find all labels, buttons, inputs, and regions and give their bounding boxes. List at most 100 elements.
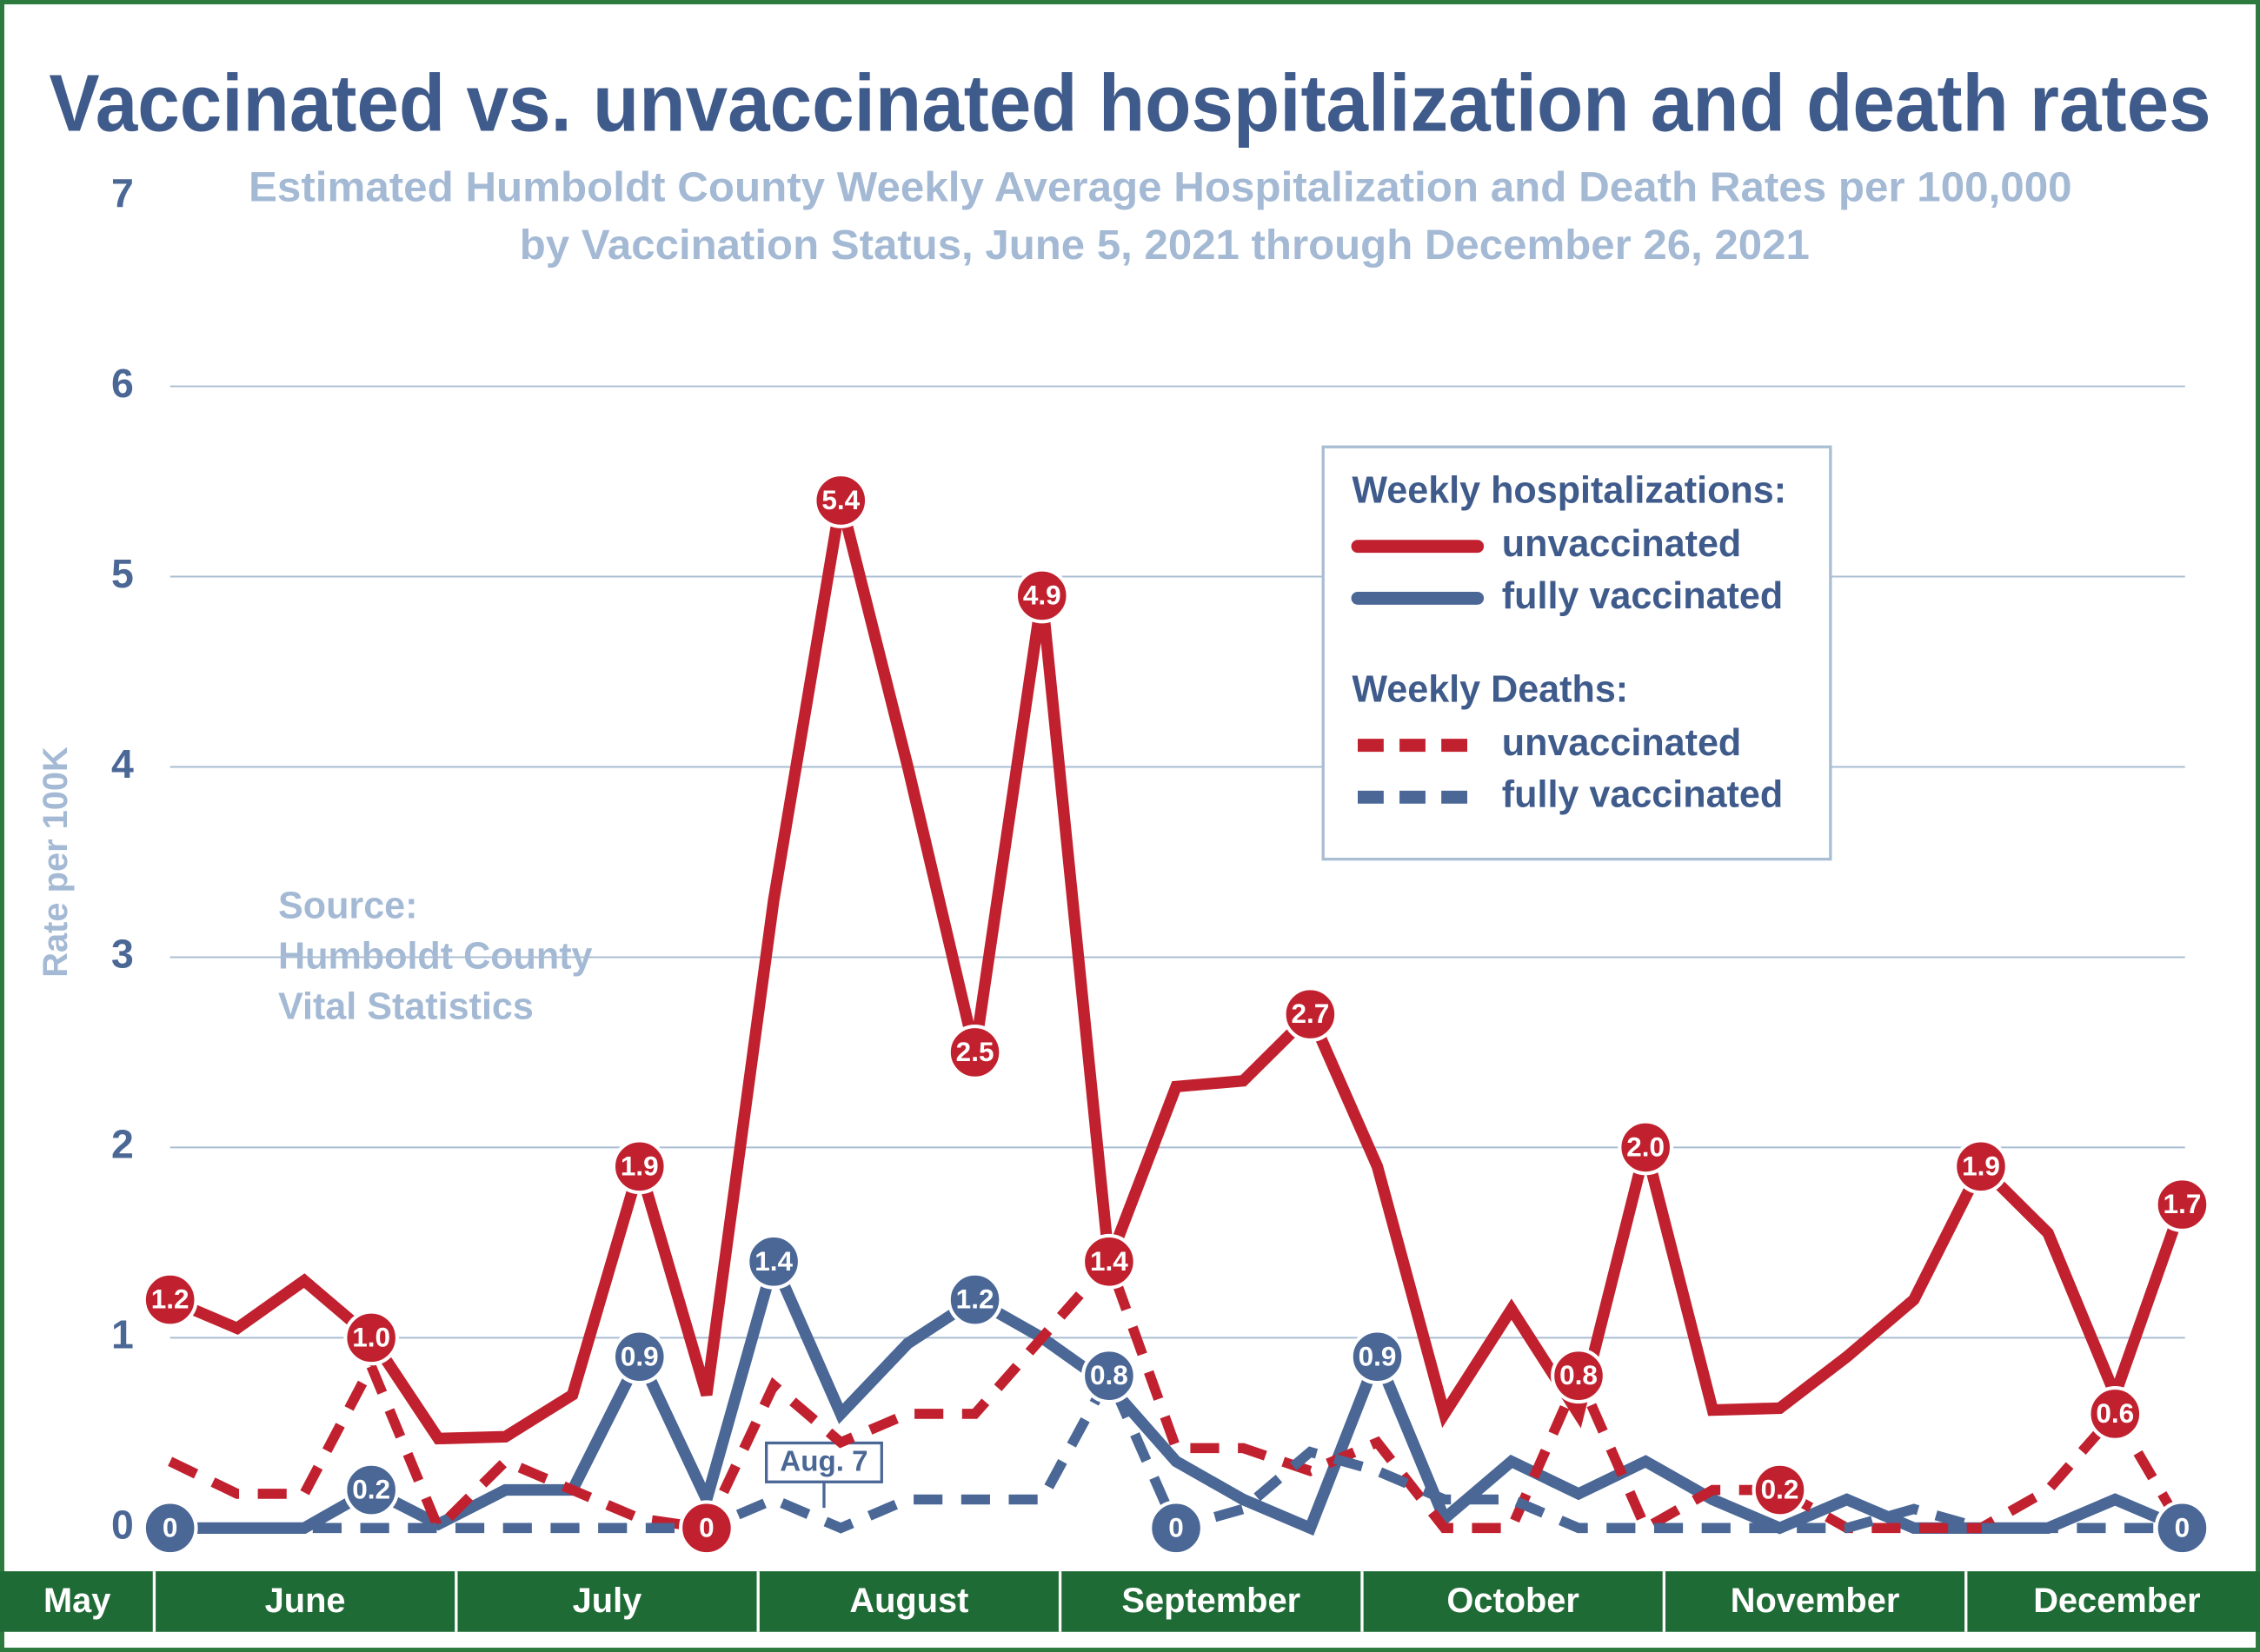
y-tick-label: 0 <box>111 1503 134 1548</box>
data-label: 2.5 <box>956 1036 994 1067</box>
legend-label: fully vaccinated <box>1502 575 1783 617</box>
point-label: 0.2 <box>343 1462 400 1518</box>
x-axis-band <box>0 1571 2260 1632</box>
data-label: 0.9 <box>1359 1340 1397 1371</box>
data-label: 1.9 <box>621 1150 659 1181</box>
data-label: 1.2 <box>956 1284 994 1315</box>
point-marker <box>947 1271 1003 1328</box>
data-label: 5.4 <box>821 484 860 515</box>
data-label: 0 <box>699 1511 715 1543</box>
point-label: 5.4 <box>813 473 869 528</box>
data-label: 0.2 <box>352 1474 390 1505</box>
data-label: 0.2 <box>1761 1474 1799 1505</box>
point-marker <box>1953 1138 2009 1195</box>
x-tick-label: October <box>1446 1582 1579 1620</box>
point-label: 1.2 <box>947 1271 1003 1328</box>
point-label: 0.9 <box>611 1329 668 1385</box>
data-label: 0.8 <box>1559 1359 1598 1390</box>
annotation: Aug. 7 <box>780 1445 867 1477</box>
point-label: 0.8 <box>1080 1348 1137 1404</box>
y-tick-label: 7 <box>111 170 134 216</box>
point-marker <box>1148 1500 1204 1556</box>
data-label: 4.9 <box>1023 579 1061 610</box>
chart-title: Vaccinated vs. unvaccinated hospitalizat… <box>49 58 2210 149</box>
point-marker <box>1551 1348 1606 1404</box>
point-label: 1.4 <box>746 1233 802 1290</box>
legend-label: unvaccinated <box>1502 523 1741 565</box>
point-marker <box>1752 1462 1808 1518</box>
y-tick-label: 1 <box>111 1312 134 1357</box>
point-label: 1.2 <box>142 1271 198 1328</box>
point-marker <box>947 1025 1003 1080</box>
data-label: 1.4 <box>1090 1245 1128 1277</box>
point-marker <box>343 1310 400 1366</box>
point-marker <box>2087 1386 2144 1442</box>
point-label: 0.9 <box>1349 1329 1406 1385</box>
point-marker <box>1014 567 1070 624</box>
legend-heading: Weekly hospitalizations: <box>1352 470 1786 512</box>
y-tick-label: 2 <box>111 1122 134 1167</box>
x-tick-label: December <box>2033 1582 2200 1620</box>
point-label: 1.4 <box>1080 1233 1137 1290</box>
data-label: 1.0 <box>352 1321 390 1352</box>
x-tick-label: May <box>43 1582 110 1620</box>
data-label: 0 <box>163 1511 178 1543</box>
point-marker <box>142 1271 198 1328</box>
data-label: 1.9 <box>1962 1150 2000 1181</box>
x-tick-label: September <box>1121 1582 1300 1620</box>
point-label: 0 <box>142 1500 198 1556</box>
data-label: 1.2 <box>151 1284 189 1315</box>
legend-label: unvaccinated <box>1502 722 1741 764</box>
data-label: 1.7 <box>2164 1188 2202 1219</box>
y-tick-label: 3 <box>111 932 134 977</box>
point-label: 0.2 <box>1752 1462 1808 1518</box>
x-tick-label: July <box>573 1582 642 1620</box>
data-label: 0 <box>2175 1511 2190 1543</box>
y-tick-label: 4 <box>111 741 134 786</box>
series-line <box>164 499 2189 1445</box>
y-axis-label: Rate per 100K <box>37 746 75 978</box>
point-label: 1.0 <box>343 1310 400 1366</box>
legend-label: fully vaccinated <box>1502 774 1783 816</box>
annotation-box <box>764 1441 883 1483</box>
point-label: 2.0 <box>1618 1119 1674 1176</box>
source-note: Vital Statistics <box>278 986 534 1028</box>
chart-subtitle: Estimated Humboldt County Weekly Average… <box>249 164 2072 211</box>
y-tick-label: 5 <box>111 551 134 596</box>
point-marker <box>142 1500 198 1556</box>
legend-heading: Weekly Deaths: <box>1352 669 1628 711</box>
source-note: Source: <box>278 885 417 926</box>
point-label: 2.7 <box>1282 986 1339 1043</box>
point-label: 0.6 <box>2087 1386 2144 1442</box>
y-tick-label: 6 <box>111 361 134 406</box>
series-line <box>164 1244 2189 1536</box>
data-label: 1.4 <box>754 1245 793 1277</box>
point-marker <box>1080 1233 1137 1290</box>
data-label: 2.0 <box>1626 1131 1665 1162</box>
point-label: 0 <box>679 1500 734 1556</box>
point-label: 1.7 <box>2154 1177 2210 1233</box>
data-label: 2.7 <box>1291 998 1329 1029</box>
point-label: 4.9 <box>1014 567 1070 624</box>
point-marker <box>1349 1329 1406 1385</box>
chart-subtitle: by Vaccination Status, June 5, 2021 thro… <box>520 222 1810 269</box>
x-tick-label: August <box>849 1582 968 1620</box>
data-label: 0.8 <box>1090 1359 1128 1390</box>
point-marker <box>343 1462 400 1518</box>
x-tick-label: November <box>1731 1582 1900 1620</box>
legend-box <box>1321 445 1832 861</box>
point-label: 1.9 <box>611 1138 668 1195</box>
point-marker <box>1080 1348 1137 1404</box>
point-marker <box>611 1329 668 1385</box>
x-tick-label: June <box>265 1582 346 1620</box>
point-marker <box>1282 986 1339 1043</box>
data-label: 0.9 <box>621 1340 659 1371</box>
point-label: 1.9 <box>1953 1138 2009 1195</box>
data-label: 0 <box>1168 1511 1184 1543</box>
point-marker <box>1618 1119 1674 1176</box>
point-label: 2.5 <box>947 1025 1003 1080</box>
point-marker <box>2154 1500 2210 1556</box>
point-label: 0 <box>1148 1500 1204 1556</box>
